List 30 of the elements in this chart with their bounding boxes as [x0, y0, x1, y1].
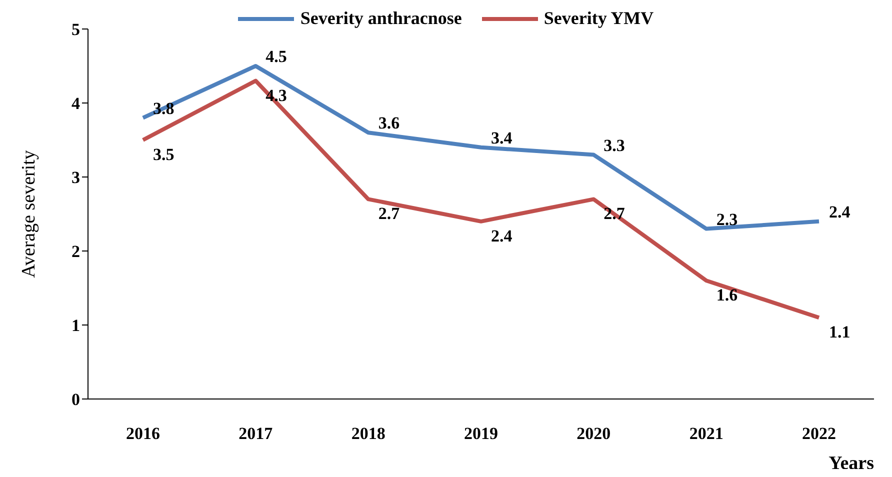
data-label: 4.5 — [266, 47, 287, 66]
x-tick-label: 2017 — [238, 424, 274, 444]
x-tick-label: 2019 — [464, 424, 498, 444]
data-label: 2.3 — [716, 210, 738, 229]
y-tick-label: 5 — [72, 20, 80, 40]
line-series — [141, 78, 821, 320]
y-tick-label: 3 — [72, 168, 80, 188]
x-tick-label: 2020 — [576, 424, 611, 444]
data-label: 3.3 — [604, 136, 625, 155]
legend-label: Severity YMV — [544, 8, 654, 29]
data-label: 2.4 — [829, 202, 851, 222]
x-tick-label: 2016 — [126, 424, 160, 444]
y-axis-title: Average severity — [18, 150, 40, 278]
data-label: 1.1 — [829, 322, 850, 342]
x-tick-label: 2021 — [689, 424, 724, 444]
data-label: 3.4 — [491, 128, 513, 148]
y-tick-label: 0 — [72, 390, 80, 410]
data-label: 3.5 — [153, 145, 174, 164]
data-label: 3.6 — [378, 114, 400, 133]
y-tick-label: 2 — [72, 242, 80, 262]
data-label: 2.7 — [378, 204, 400, 224]
x-axis-title: Years — [828, 453, 874, 474]
x-tick-label: 2022 — [802, 424, 836, 444]
line-series — [141, 64, 821, 231]
data-label: 1.6 — [716, 286, 738, 305]
y-tick-label: 4 — [72, 94, 80, 114]
data-label: 2.4 — [491, 226, 513, 246]
x-tick-label: 2018 — [351, 424, 386, 444]
legend-label: Severity anthracnose — [300, 8, 462, 29]
y-tick-label: 1 — [72, 316, 80, 336]
